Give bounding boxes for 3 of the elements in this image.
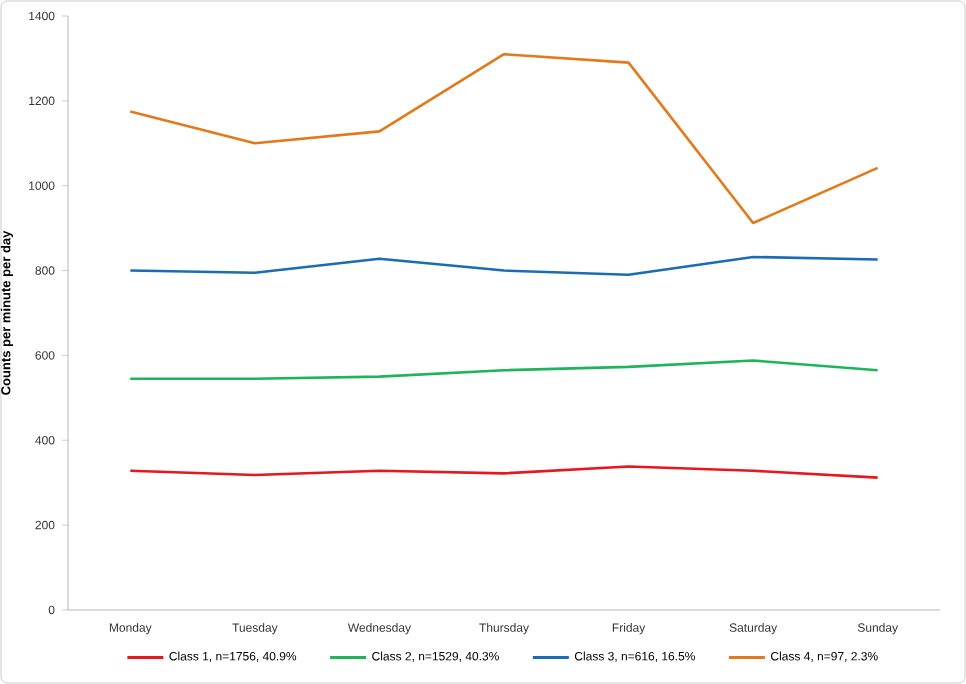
line-series [128, 359, 879, 381]
line-series [128, 255, 879, 277]
line-series [128, 52, 879, 225]
